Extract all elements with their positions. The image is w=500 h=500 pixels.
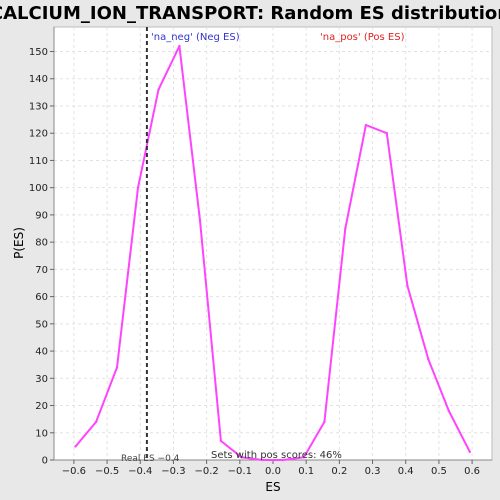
neg-es-label: 'na_neg' (Neg ES) [151,32,240,43]
data-point [178,44,181,48]
y-tick-label: 110 [29,156,48,167]
data-point [74,445,77,448]
y-tick-label: 130 [29,101,48,112]
x-tick-label: 0.3 [365,466,381,477]
series-line [74,45,471,461]
y-tick-label: 70 [35,265,48,276]
y-axis-label: P(ES) [12,227,26,259]
data-point [468,450,471,454]
data-point [240,456,243,459]
annotation-layer: 'na_neg' (Neg ES) 'na_pos' (Pos ES) Sets… [121,32,405,464]
data-point [385,132,389,135]
x-tick-label: 0.0 [265,466,281,477]
data-point [94,420,98,424]
x-tick-label: 0.1 [298,466,314,477]
data-point [364,123,368,127]
data-point [115,366,119,369]
x-axis-label: ES [265,480,280,494]
data-point [323,420,326,424]
y-tick-label: 90 [35,210,48,221]
data-point [344,227,347,230]
y-tick-label: 40 [35,347,48,358]
x-tick-label: 0.6 [464,466,480,477]
y-tick-label: 100 [29,183,48,194]
x-tick-label: −0.4 [128,466,152,477]
pos-scores-text: Sets with pos scores: 46% [211,450,342,461]
data-point [447,409,451,413]
x-tick-label: −0.2 [194,466,218,477]
y-tick-label: 30 [35,374,48,385]
data-layer [74,27,471,462]
x-tick-label: 0.2 [331,466,347,477]
data-point [406,284,409,287]
y-tick-label: 120 [29,129,48,140]
pos-es-label: 'na_pos' (Pos ES) [320,32,405,43]
y-tick-label: 50 [35,319,48,330]
y-tick-label: 0 [42,456,48,467]
data-point [302,456,306,459]
y-tick-label: 150 [29,47,48,58]
y-tick-label: 60 [35,292,48,303]
x-tick-label: 0.5 [431,466,447,477]
real-es-label: Real ES −0.4 [121,454,180,464]
x-tick-label: −0.3 [161,466,185,477]
y-tick-label: 20 [35,401,48,412]
chart-title: CALCIUM_ION_TRANSPORT: Random ES distrib… [0,3,500,24]
data-point [219,439,223,443]
data-point [427,358,430,361]
x-tick-label: −0.5 [95,466,119,477]
y-tick-label: 80 [35,238,48,249]
x-tick-label: −0.6 [62,466,86,477]
y-tick-label: 140 [29,74,48,85]
data-point [281,458,285,462]
grid-layer [54,27,492,461]
x-tick-label: 0.4 [398,466,414,477]
data-point [198,219,202,222]
x-tick-label: −0.1 [228,466,252,477]
data-point [261,458,264,462]
data-point [157,88,160,91]
data-point [136,186,140,189]
y-tick-label: 10 [35,428,48,439]
